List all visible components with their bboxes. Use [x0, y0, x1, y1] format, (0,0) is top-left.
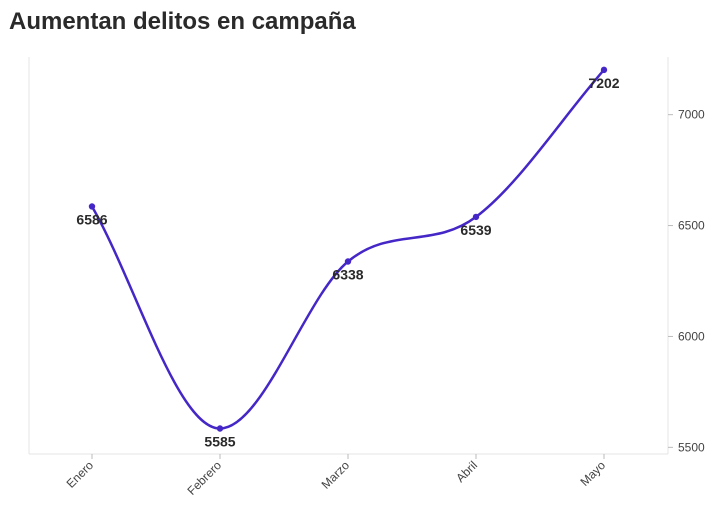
- y-tick-label: 7000: [678, 108, 705, 122]
- x-axis: Enero Febrero Marzo Abril Mayo: [64, 454, 608, 498]
- x-tick-label: Enero: [64, 458, 97, 491]
- data-labels: 6586 5585 6338 6539 7202: [76, 75, 619, 450]
- data-point: [344, 258, 352, 265]
- y-axis: 5500 6000 6500 7000: [668, 108, 705, 454]
- series: [88, 66, 608, 432]
- x-tick-label: Febrero: [185, 458, 225, 498]
- y-tick-label: 5500: [678, 440, 705, 454]
- data-label: 6539: [460, 222, 491, 238]
- x-tick-label: Marzo: [319, 458, 353, 492]
- plot-frame: [28, 57, 669, 455]
- data-label: 6586: [76, 211, 107, 227]
- data-label: 7202: [588, 75, 619, 91]
- y-tick-label: 6000: [678, 329, 705, 343]
- data-point: [88, 203, 96, 210]
- x-tick-label: Mayo: [577, 458, 608, 489]
- y-tick-label: 6500: [678, 219, 705, 233]
- data-label: 6338: [332, 266, 363, 282]
- data-point: [472, 213, 480, 221]
- x-tick-label: Abril: [453, 458, 480, 485]
- data-point: [216, 425, 224, 432]
- chart-title: Aumentan delitos en campaña: [9, 8, 356, 35]
- data-label: 5585: [204, 433, 235, 449]
- data-point: [600, 66, 608, 74]
- series-line: [90, 68, 606, 430]
